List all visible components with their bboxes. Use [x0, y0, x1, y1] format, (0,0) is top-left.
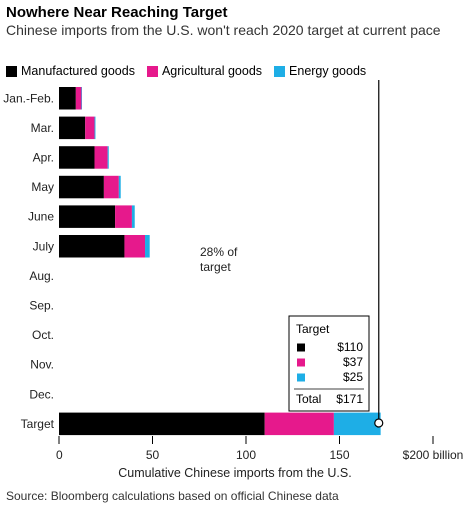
x-tick-label: 150: [329, 448, 349, 462]
category-label: Aug.: [29, 269, 54, 283]
legend-label-manufactured: Manufactured goods: [21, 64, 135, 78]
annotation-line-2: target: [200, 260, 231, 274]
bar-july-series-2: [145, 235, 150, 258]
bar-target-series-0: [59, 412, 265, 436]
target-box: Target $110$37$25 Total $171: [288, 315, 370, 412]
bar-mar--series-0: [59, 116, 86, 140]
source-note: Source: Bloomberg calculations based on …: [6, 489, 339, 503]
bar-jan-feb--series-0: [59, 87, 76, 110]
target-marker: [374, 418, 384, 428]
category-label: Target: [21, 417, 55, 431]
bar-mar--series-1: [85, 116, 95, 140]
target-box-total-label: Total: [296, 392, 321, 406]
legend-item-manufactured: Manufactured goods: [6, 64, 135, 78]
target-box-value: $25: [343, 370, 363, 384]
annotation-line-1: 28% of: [200, 245, 238, 259]
legend-item-agricultural: Agricultural goods: [146, 64, 263, 78]
legend: Manufactured goods Agricultural goods En…: [6, 64, 378, 78]
category-label: Apr.: [33, 150, 54, 164]
bar-jan-feb--series-2: [81, 87, 83, 110]
legend-swatch-energy: [274, 65, 286, 77]
bar-apr--series-2: [107, 146, 109, 169]
bar-may-series-1: [103, 175, 119, 199]
bar-june-series-2: [131, 205, 135, 228]
bar-mar--series-2: [94, 116, 96, 140]
bar-july-series-1: [124, 235, 146, 258]
bar-july-series-0: [59, 235, 125, 258]
category-label: Nov.: [30, 358, 54, 372]
legend-swatch-manufactured: [6, 65, 17, 77]
legend-swatch-agricultural: [146, 65, 158, 77]
x-axis-title: Cumulative Chinese imports from the U.S.: [118, 466, 351, 480]
category-label: Oct.: [32, 328, 54, 342]
target-box-swatch: [297, 358, 305, 367]
category-label: Jan.-Feb.: [3, 91, 54, 105]
bar-may-series-0: [59, 175, 104, 199]
legend-label-energy: Energy goods: [289, 64, 367, 78]
category-label: May: [31, 180, 54, 194]
target-box-value: $110: [337, 340, 363, 354]
x-tick-label: 50: [146, 448, 160, 462]
target-box-swatch: [297, 343, 305, 352]
bar-may-series-2: [118, 175, 121, 199]
target-box-heading: Target: [296, 322, 330, 336]
x-tick-label: 0: [56, 448, 63, 462]
chart-title: Nowhere Near Reaching Target: [6, 4, 228, 21]
category-label: July: [33, 239, 54, 253]
target-box-value: $37: [343, 355, 363, 369]
x-tick-label: 100: [236, 448, 256, 462]
chart-subtitle: Chinese imports from the U.S. won't reac…: [6, 22, 441, 38]
bar-target-series-2: [333, 412, 381, 436]
category-label: Dec.: [29, 387, 54, 401]
legend-item-energy: Energy goods: [274, 64, 366, 78]
bar-apr--series-1: [94, 146, 108, 169]
bar-jan-feb--series-1: [75, 87, 82, 110]
category-label: June: [28, 210, 54, 224]
legend-label-agricultural: Agricultural goods: [161, 64, 263, 78]
bar-target-series-1: [264, 412, 334, 436]
bar-apr--series-0: [59, 146, 95, 169]
category-label: Sep.: [29, 298, 54, 312]
x-tick-label: $200 billion: [403, 448, 464, 462]
category-label: Mar.: [31, 121, 54, 135]
bar-june-series-0: [59, 205, 116, 228]
target-box-swatch: [297, 373, 305, 382]
bar-june-series-1: [115, 205, 132, 228]
target-box-total-value: $171: [336, 392, 363, 406]
